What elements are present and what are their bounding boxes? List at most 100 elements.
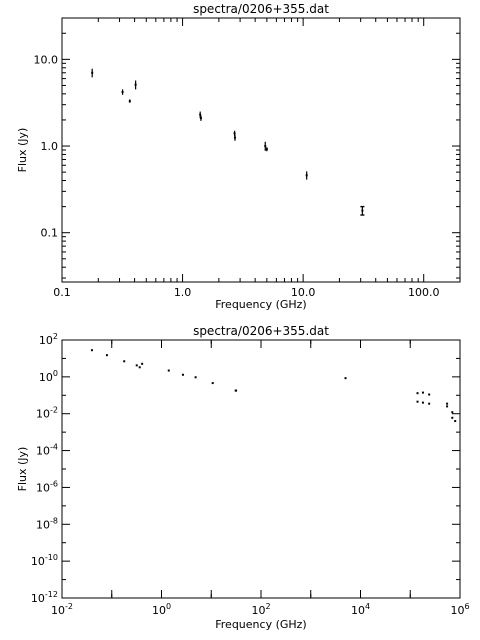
point-marker (199, 117, 202, 120)
data-point (428, 393, 431, 396)
point-marker (121, 91, 124, 94)
y-tick-label: 1.0 (41, 140, 59, 153)
data-point (167, 369, 170, 372)
data-point (91, 68, 94, 78)
point-marker (421, 401, 424, 404)
data-point (128, 99, 131, 103)
data-point (454, 420, 457, 423)
data-point (421, 391, 424, 394)
x-tick-label: 0.1 (53, 286, 71, 299)
data-point (233, 134, 236, 141)
point-marker (105, 354, 108, 357)
y-tick-label: 10-4 (36, 443, 58, 458)
point-marker (265, 148, 268, 151)
y-tick-label: 10.0 (34, 53, 59, 66)
x-axis-label: Frequency (GHz) (215, 298, 306, 311)
point-marker (167, 369, 170, 372)
point-marker (305, 174, 308, 177)
point-marker (416, 400, 419, 403)
data-point (135, 364, 138, 367)
point-marker (181, 373, 184, 376)
y-tick-label: 10-8 (36, 516, 58, 531)
x-tick-label: 104 (351, 602, 370, 617)
data-point (265, 147, 268, 152)
y-axis-label: Flux (Jy) (16, 128, 29, 173)
point-marker (446, 405, 449, 408)
data-point (416, 400, 419, 403)
point-marker (135, 364, 138, 367)
point-marker (361, 209, 364, 212)
data-point (199, 115, 202, 121)
plot-frame (61, 339, 461, 599)
data-point (451, 416, 454, 419)
point-marker (211, 382, 214, 385)
y-tick-label: 102 (39, 332, 58, 347)
x-tick-label: 10.0 (291, 286, 316, 299)
data-point (134, 80, 137, 90)
data-point (105, 354, 108, 357)
data-point (451, 411, 454, 414)
point-marker (428, 393, 431, 396)
top-panel: spectra/0206+355.dat Frequency (GHz) Flux … (16, 2, 461, 311)
point-marker (194, 376, 197, 379)
point-marker (233, 132, 236, 135)
data-point (360, 205, 365, 216)
x-axis-label: Frequency (GHz) (215, 618, 306, 631)
data-point (123, 360, 126, 363)
data-point (90, 349, 93, 352)
y-tick-label: 10-2 (36, 406, 58, 421)
data-point (199, 111, 202, 119)
y-tick-label: 100 (39, 369, 58, 384)
point-marker (134, 83, 137, 86)
point-marker (421, 391, 424, 394)
y-tick-label: 10-6 (36, 479, 58, 494)
point-marker (451, 416, 454, 419)
data-point (416, 392, 419, 395)
point-marker (344, 377, 347, 380)
bottom-panel: spectra/0206+355.dat Frequency (GHz) Flux … (16, 324, 470, 631)
x-tick-label: 100.0 (408, 286, 440, 299)
data-point (235, 389, 238, 392)
data-point (141, 362, 144, 365)
y-tick-label: 10-12 (31, 590, 58, 605)
point-marker (128, 100, 131, 103)
x-tick-label: 10-2 (51, 602, 73, 617)
data-point (211, 382, 214, 385)
point-marker (91, 71, 94, 74)
point-marker (90, 349, 93, 352)
chart-title: spectra/0206+355.dat (193, 2, 329, 16)
y-tick-label: 0.1 (41, 227, 59, 240)
x-tick-label: 102 (251, 602, 270, 617)
point-marker (454, 420, 457, 423)
x-tick-label: 1.0 (174, 286, 192, 299)
point-marker (416, 392, 419, 395)
point-marker (264, 145, 267, 148)
point-marker (428, 402, 431, 405)
data-point (264, 141, 267, 151)
data-point (194, 376, 197, 379)
x-tick-label: 100 (152, 602, 171, 617)
data-point (446, 402, 449, 405)
data-point (344, 377, 347, 380)
point-marker (233, 136, 236, 139)
data-point (138, 366, 141, 369)
y-axis-label: Flux (Jy) (16, 447, 29, 492)
point-marker (141, 362, 144, 365)
point-marker (451, 411, 454, 414)
y-tick-label: 10-10 (31, 553, 58, 568)
data-point (421, 401, 424, 404)
data-point (305, 171, 308, 180)
plot-frame (61, 17, 461, 283)
data-point (181, 373, 184, 376)
point-marker (199, 113, 202, 116)
chart-title: spectra/0206+355.dat (193, 324, 329, 338)
point-marker (235, 389, 238, 392)
data-point (446, 405, 449, 408)
point-marker (446, 402, 449, 405)
point-marker (123, 360, 126, 363)
data-point (428, 402, 431, 405)
x-tick-label: 106 (450, 602, 469, 617)
point-marker (138, 366, 141, 369)
data-point (121, 89, 124, 95)
